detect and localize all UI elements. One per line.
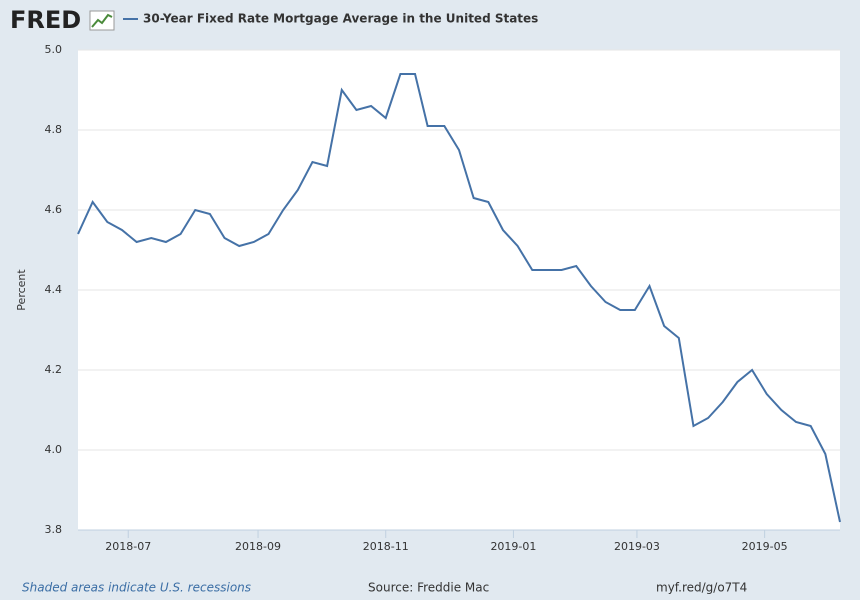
x-tick-label: 2019-03 <box>614 540 660 553</box>
y-tick-label: 4.6 <box>45 203 63 216</box>
y-tick-label: 4.4 <box>45 283 63 296</box>
x-tick-label: 2018-11 <box>363 540 409 553</box>
short-link[interactable]: myf.red/g/o7T4 <box>656 581 747 595</box>
logo: FRED <box>10 6 81 34</box>
y-tick-label: 5.0 <box>45 43 63 56</box>
x-tick-label: 2018-07 <box>105 540 151 553</box>
y-tick-label: 4.2 <box>45 363 63 376</box>
y-tick-label: 4.0 <box>45 443 63 456</box>
data-line <box>77 73 841 523</box>
y-axis-label: Percent <box>15 269 28 311</box>
x-tick-label: 2018-09 <box>235 540 281 553</box>
x-tick-label: 2019-01 <box>490 540 536 553</box>
source: Source: Freddie Mac <box>368 581 489 595</box>
y-tick-label: 4.8 <box>45 123 63 136</box>
logo-icon <box>89 10 115 31</box>
legend-label: 30-Year Fixed Rate Mortgage Average in t… <box>143 12 538 26</box>
recession-note[interactable]: Shaded areas indicate U.S. recessions <box>22 581 251 595</box>
x-tick-label: 2019-05 <box>742 540 788 553</box>
y-tick-label: 3.8 <box>45 523 63 536</box>
